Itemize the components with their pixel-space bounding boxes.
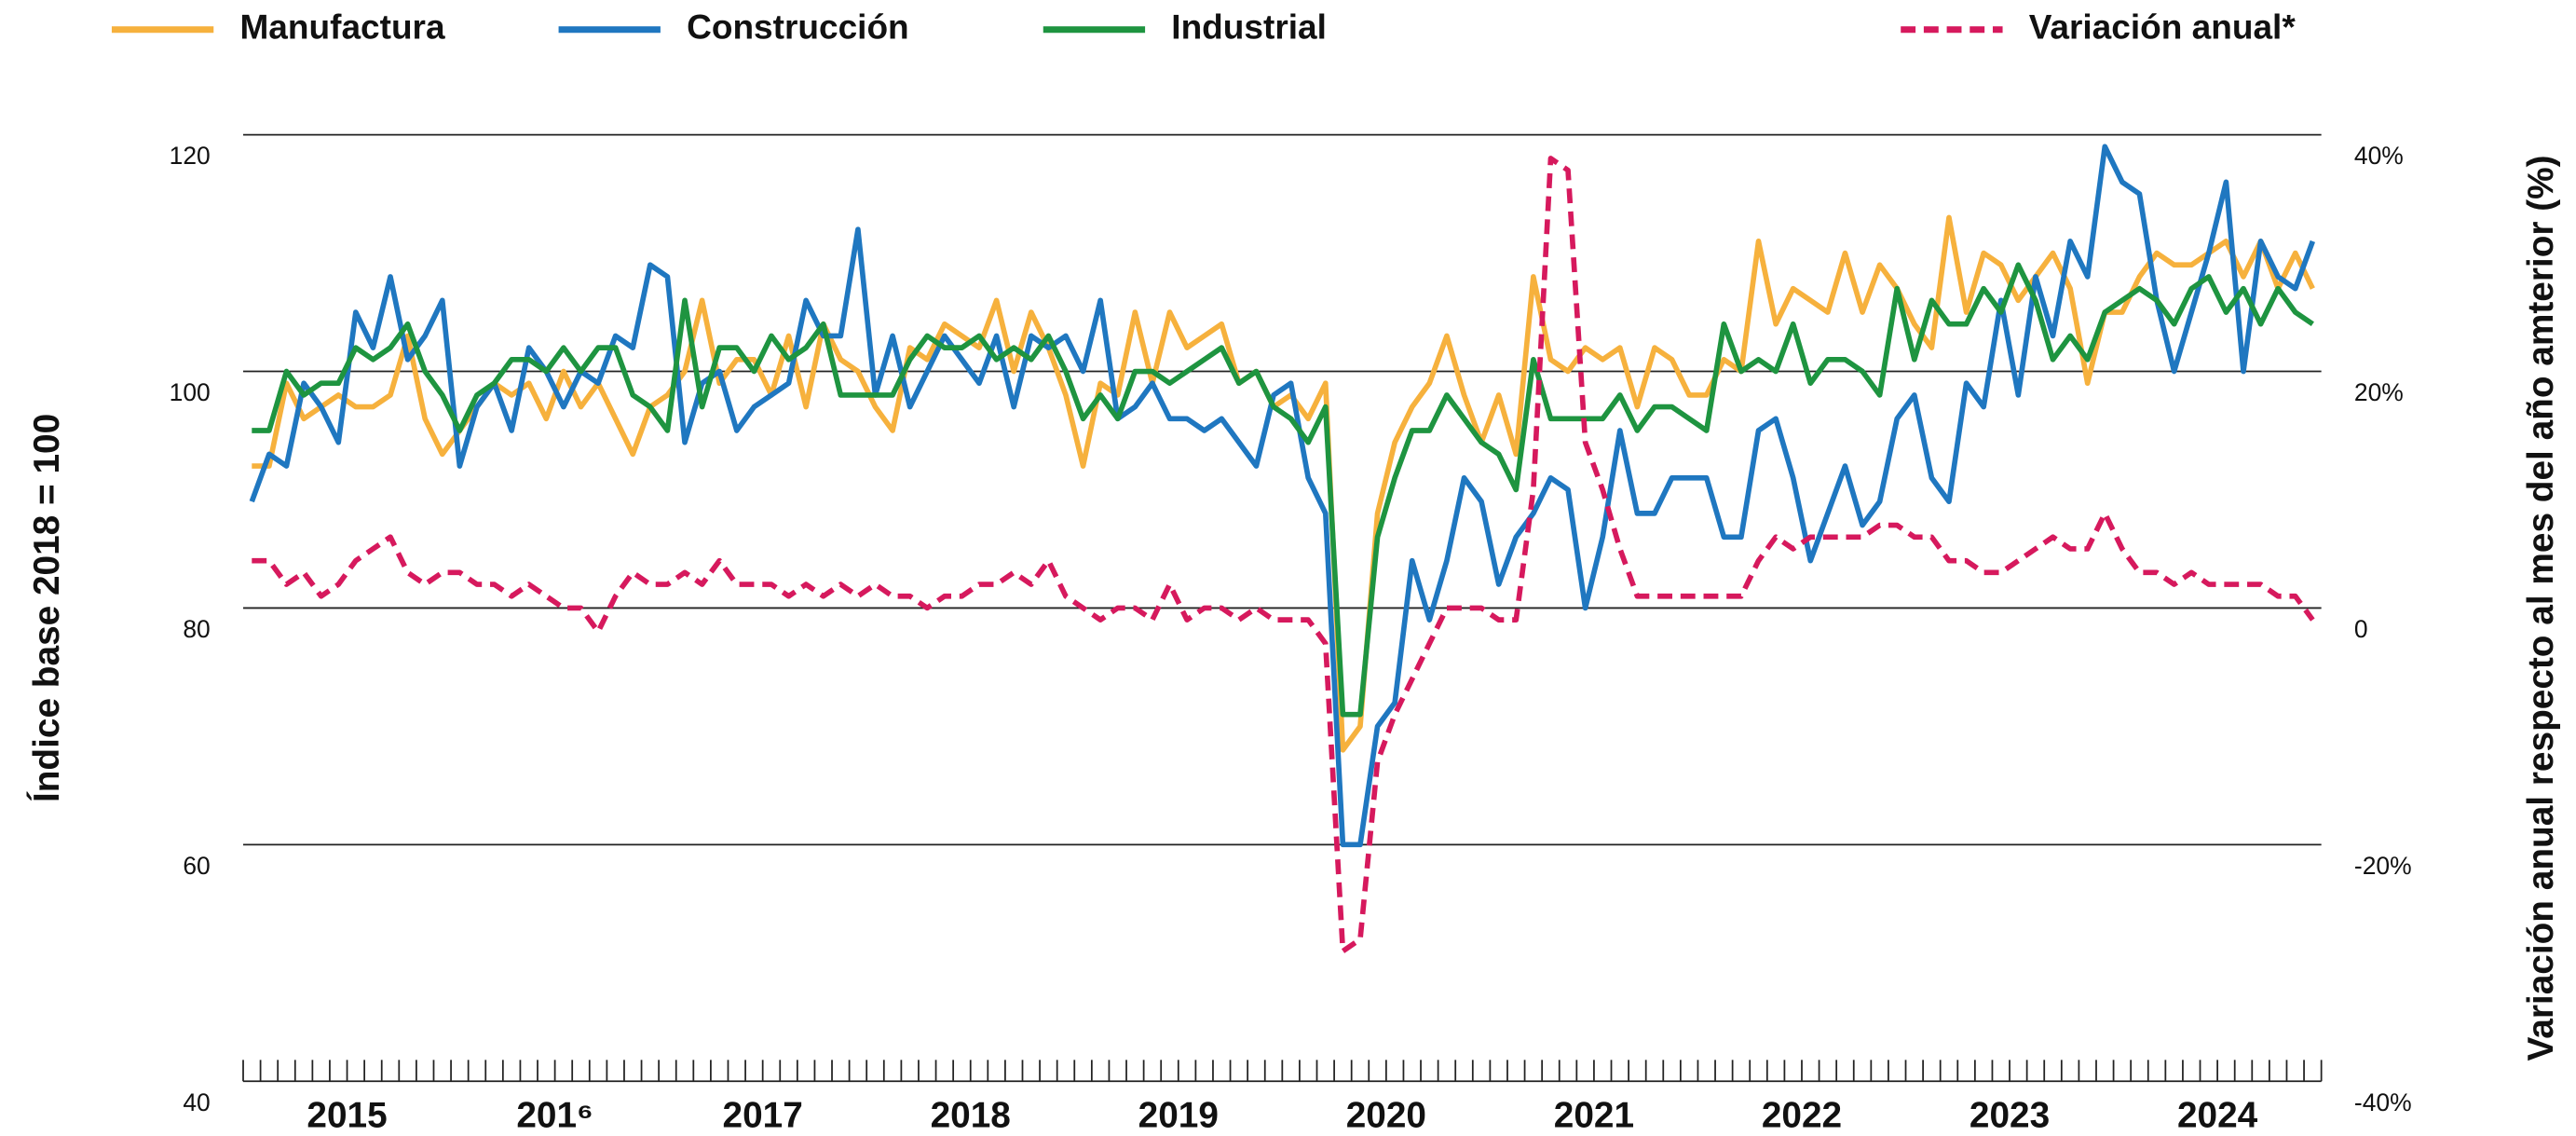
y2-tick-label: 40%	[2354, 142, 2404, 170]
y-tick-label: 100	[170, 378, 211, 406]
y-tick-label: 80	[183, 615, 210, 643]
series-line	[252, 262, 2314, 718]
x-tick-label: 2024	[2177, 1095, 2258, 1135]
legend-label: Industrial	[1171, 7, 1327, 47]
y2-tick-label: 0	[2354, 615, 2368, 643]
y-axis-title: Índice base 2018 = 100	[26, 414, 67, 802]
series-line	[252, 214, 2315, 753]
y-tick-label: 40	[183, 1088, 210, 1116]
x-tick-label: 2015	[307, 1095, 387, 1135]
x-tick-label: 201⁶	[516, 1095, 593, 1135]
x-tick-label: 2023	[1969, 1095, 2050, 1135]
x-tick-label: 2017	[723, 1095, 803, 1135]
series-line	[249, 144, 2316, 848]
x-tick-label: 2019	[1138, 1095, 1219, 1135]
legend-label: Manufactura	[239, 7, 444, 47]
x-tick-label: 2021	[1554, 1095, 1634, 1135]
y-tick-label: 120	[170, 142, 211, 170]
legend-label: Construcción	[687, 7, 909, 47]
x-tick-label: 2018	[931, 1095, 1011, 1135]
x-tick-label: 2020	[1346, 1095, 1426, 1135]
y-tick-label: 60	[183, 852, 210, 880]
legend-label: Variación anual*	[2029, 7, 2297, 47]
y2-tick-label: -40%	[2354, 1088, 2412, 1116]
series-line	[252, 156, 2315, 954]
y2-axis-title: Variación anual respecto al mes del año …	[2521, 155, 2561, 1061]
x-tick-label: 2022	[1762, 1095, 1842, 1135]
y2-tick-label: 20%	[2354, 378, 2404, 406]
y2-tick-label: -20%	[2354, 852, 2412, 880]
